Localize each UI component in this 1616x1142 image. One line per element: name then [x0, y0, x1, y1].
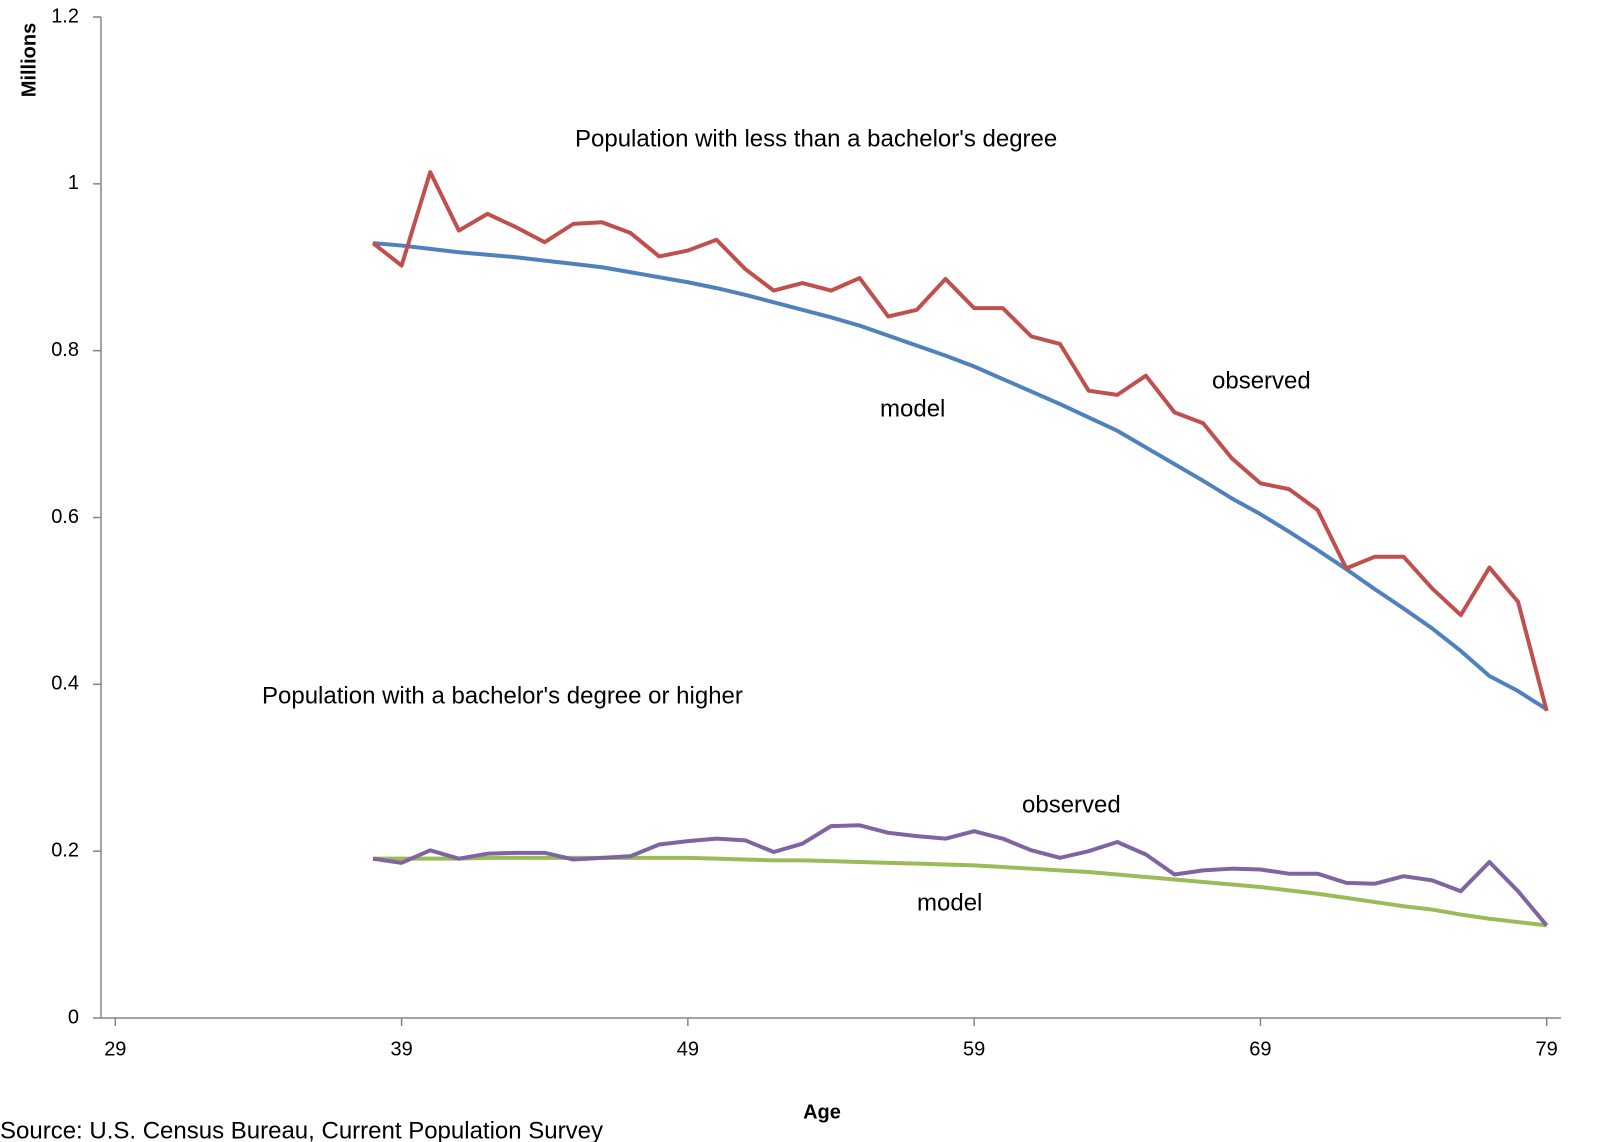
x-tick-label: 59: [963, 1038, 985, 1060]
data-line: [372, 823, 1549, 927]
y-tick-label: 1.2: [51, 5, 79, 27]
y-tick-label: 0.4: [51, 673, 79, 695]
y-tick-label: 0.2: [51, 839, 79, 861]
y-tick-label: 0.6: [51, 506, 79, 528]
y-axis-label: Millions: [18, 23, 40, 97]
source: Source: U.S. Census Bureau, Current Popu…: [0, 1117, 603, 1142]
x-axis-label: Age: [803, 1101, 841, 1123]
annotation: Population with less than a bachelor's d…: [575, 125, 1057, 152]
annotation: observed: [1022, 791, 1121, 818]
y-tick-label: 0.8: [51, 339, 79, 361]
annotation: observed: [1212, 367, 1311, 394]
x-tick-label: 39: [390, 1038, 412, 1060]
data-line: [371, 170, 1549, 712]
annotation: model: [880, 395, 945, 422]
annotation: Population with a bachelor's degree or h…: [262, 682, 743, 709]
y-tick-label: 1: [68, 172, 79, 194]
y-tick-label: 0: [68, 1006, 79, 1028]
data-line: [372, 241, 1548, 712]
annotation: model: [917, 889, 982, 916]
x-tick-label: 29: [104, 1038, 126, 1060]
x-tick-label: 69: [1249, 1038, 1271, 1060]
x-tick-label: 49: [677, 1038, 699, 1060]
x-tick-label: 79: [1536, 1038, 1558, 1060]
